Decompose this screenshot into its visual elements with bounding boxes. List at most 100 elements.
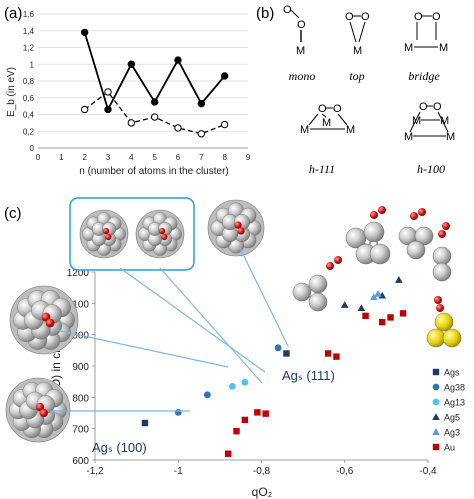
svg-text:O: O xyxy=(283,4,292,16)
panel-c-label: (c) xyxy=(4,205,22,222)
panel-c-point xyxy=(141,419,149,427)
panel-c-point xyxy=(374,290,382,297)
small-cluster-image xyxy=(345,206,391,265)
panel-a-point xyxy=(174,124,182,132)
panel-c-chart: 600 700 800 900 1000 1100 1200 -1,2 -1 -0,8 -0,6 -0… xyxy=(67,268,437,477)
panel-c-point xyxy=(233,427,240,435)
panel-c-legend: Ags Ag38 Ag13 Ag5 Ag3 Au xyxy=(432,368,465,453)
structure-top: O O M top xyxy=(345,11,370,83)
panel-a-xtick: 2 xyxy=(82,153,87,162)
legend-entry: Au xyxy=(444,443,455,453)
panel-a-point xyxy=(197,130,206,138)
panel-c-point xyxy=(340,301,349,308)
panel-c-point xyxy=(432,413,440,420)
panel-a-ytick: 1,2 xyxy=(23,44,35,53)
cluster-image xyxy=(5,377,71,443)
panel-c-xtick: -0,4 xyxy=(419,466,437,477)
panel-a-ytick: 0,2 xyxy=(23,127,35,136)
structure-mono-label: mono xyxy=(289,69,316,83)
panel-c-point xyxy=(432,428,440,435)
svg-text:O: O xyxy=(419,101,428,113)
panel-c-point xyxy=(241,378,249,386)
panel-c-point xyxy=(432,443,440,451)
panel-a-point xyxy=(174,56,182,64)
panel-c-point xyxy=(432,368,440,376)
panel-a-point xyxy=(220,72,229,80)
panel-a-point xyxy=(220,120,229,129)
svg-text:M: M xyxy=(446,131,455,143)
panel-c-point xyxy=(254,409,261,416)
legend-entry: Ag38 xyxy=(444,383,465,393)
panel-c-point xyxy=(241,416,249,424)
panel-c-point xyxy=(362,312,369,320)
legend-entry: Ag5 xyxy=(444,413,460,423)
cluster-image xyxy=(9,285,79,355)
annotation-ag100: Agₛ (100) xyxy=(92,440,147,455)
svg-text:M: M xyxy=(404,131,413,143)
panel-c-xtick: -0,6 xyxy=(336,466,354,477)
panel-a-point xyxy=(127,60,136,68)
panel-a-ytick: 1,6 xyxy=(23,10,35,19)
panel-b-label: (b) xyxy=(256,5,274,22)
structure-mono: O O M mono xyxy=(283,4,315,83)
legend-entry: Ag3 xyxy=(444,428,460,438)
legend-entry: Ag13 xyxy=(444,398,465,408)
panel-a-xtick: 7 xyxy=(199,153,204,162)
svg-text:M: M xyxy=(404,42,413,54)
structure-top-label: top xyxy=(349,69,364,83)
panel-a-ytick: 0,6 xyxy=(23,94,35,103)
svg-text:M: M xyxy=(300,124,309,136)
panel-a-xtick: 0 xyxy=(36,153,41,162)
svg-text:M: M xyxy=(296,45,305,57)
small-cluster-image xyxy=(426,296,462,348)
panel-c-ytick: 700 xyxy=(72,425,89,436)
annotation-ag111: Agₛ (111) xyxy=(282,368,335,383)
small-cluster-image xyxy=(398,208,434,260)
panel-a-point xyxy=(150,113,159,121)
panel-c-xtick: -1 xyxy=(174,466,183,477)
panel-c-point xyxy=(395,276,403,283)
panel-a-xtick: 3 xyxy=(106,153,111,162)
panel-a-xtick: 1 xyxy=(59,153,64,162)
panel-c-point xyxy=(225,450,232,457)
panel-c-point xyxy=(274,344,282,352)
panel-a-ytick: 0 xyxy=(30,144,35,153)
panel-c-ytick: 1000 xyxy=(67,331,90,342)
panel-c-point xyxy=(228,382,236,390)
panel-a-xtick: 6 xyxy=(176,153,181,162)
panel-c-point xyxy=(432,383,440,391)
panel-c-point xyxy=(203,391,211,399)
panel-c-ytick: 900 xyxy=(72,362,89,373)
panel-c-point xyxy=(432,398,440,406)
svg-text:M: M xyxy=(439,42,448,54)
structure-h100: O O M M M M h-100 xyxy=(404,101,455,176)
panel-a-xtick: 5 xyxy=(152,153,157,162)
panel-c-ytick: 1100 xyxy=(67,299,89,310)
svg-text:O: O xyxy=(318,103,327,115)
panel-a-ytick: 1 xyxy=(30,60,35,69)
panel-c-point xyxy=(370,293,378,301)
panel-c-xlabel: qO₂ xyxy=(252,485,273,499)
svg-text:O: O xyxy=(433,101,442,113)
panel-a-xtick: 4 xyxy=(129,153,134,162)
structure-bridge-label: bridge xyxy=(408,69,440,83)
panel-c-ytick: 600 xyxy=(72,456,89,467)
panel-c-point xyxy=(399,310,407,317)
cluster-image xyxy=(207,199,265,257)
panel-a-series-line xyxy=(84,90,225,135)
svg-text:O: O xyxy=(333,103,342,115)
panel-c-point xyxy=(262,410,269,417)
structure-h100-label: h-100 xyxy=(417,162,445,176)
svg-text:M: M xyxy=(440,115,449,127)
panel-a-point xyxy=(127,119,136,127)
panel-c-point xyxy=(387,314,394,321)
panel-a-ytick: 0,8 xyxy=(23,77,35,86)
panel-c-ytick: 1200 xyxy=(67,268,90,279)
panel-a-point xyxy=(197,99,206,108)
svg-text:O: O xyxy=(432,11,441,23)
panel-c-point xyxy=(333,353,340,360)
panel-c-point xyxy=(379,318,386,326)
panel-a-point xyxy=(104,88,112,96)
panel-a-label: (a) xyxy=(4,5,22,22)
